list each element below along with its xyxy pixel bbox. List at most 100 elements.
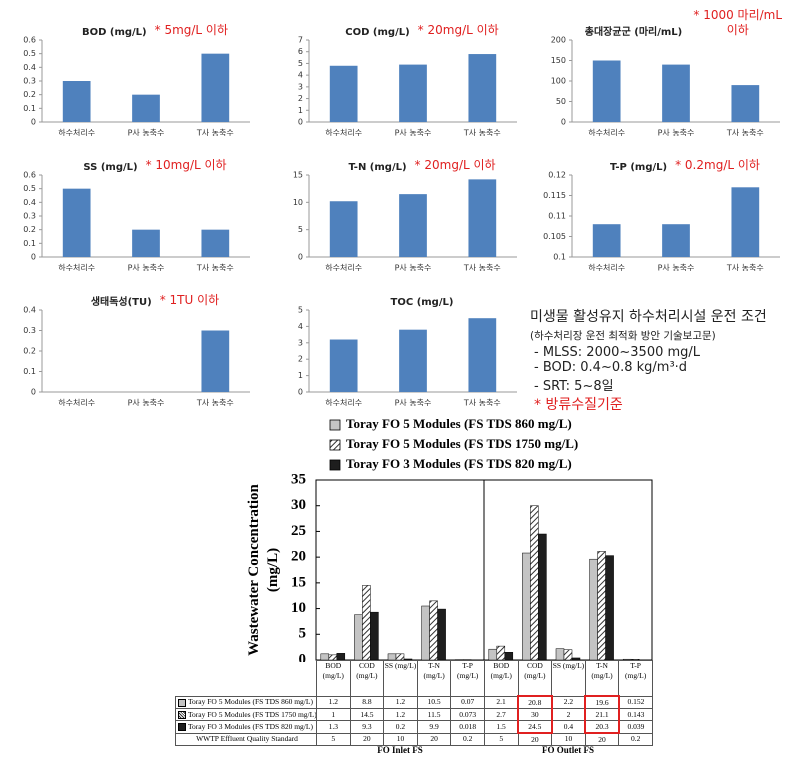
bar xyxy=(555,648,565,661)
x-tick-label: 하수처리수 xyxy=(325,263,362,272)
table-value: 24.5 xyxy=(517,720,553,734)
x-tick-label: T사 농축수 xyxy=(196,264,234,272)
annotation: * 0.2mg/L 이하 xyxy=(675,158,760,172)
table-value: 2.7 xyxy=(483,708,519,721)
row-swatch xyxy=(178,710,186,719)
bar xyxy=(362,585,371,661)
y-tick-label: 0.5 xyxy=(23,184,36,193)
chart-title: T-P (mg/L) xyxy=(610,162,668,173)
group-label: FO Inlet FS xyxy=(377,745,423,755)
row-swatch xyxy=(178,723,186,732)
table-value: 0.07 xyxy=(450,695,485,709)
note-subtitle: (하수처리장 운전 최적화 방안 기술보고문) xyxy=(530,330,716,342)
category-label: SS (mg/L) xyxy=(551,660,586,697)
x-tick-label: T사 농축수 xyxy=(463,399,501,407)
bar xyxy=(336,653,346,661)
y-tick-label: 0.6 xyxy=(23,171,36,180)
chart-header: TOC (mg/L) xyxy=(267,270,527,308)
table-value: 20 xyxy=(416,732,452,746)
y-tick-label: 10 xyxy=(291,600,306,616)
x-tick-label: P사 농축수 xyxy=(658,264,695,272)
table-value: 0.2 xyxy=(618,732,653,746)
y-tick-label: 3 xyxy=(298,338,303,347)
y-tick-label: 0.2 xyxy=(23,90,36,99)
y-tick-label: 6 xyxy=(298,47,303,56)
table-value: 0.2 xyxy=(383,720,418,734)
x-tick-label: P사 농축수 xyxy=(128,399,165,407)
annotation: * 1000 마리/mL 이하 xyxy=(693,8,783,37)
bar xyxy=(662,224,690,257)
y-tick-label: 1 xyxy=(298,371,303,380)
y-tick-label: 0 xyxy=(31,388,36,397)
bar xyxy=(62,188,91,257)
y-tick-label: 0.12 xyxy=(548,171,566,180)
chart-header: COD (mg/L) * 20mg/L 이하 xyxy=(267,0,527,38)
y-axis-title: Wastewater Concentration (mg/L) xyxy=(246,484,281,656)
table-value: 14.5 xyxy=(349,708,385,721)
bar xyxy=(429,600,438,661)
note-item: - BOD: 0.4~0.8 kg/m³·d xyxy=(534,360,688,375)
chart-header: T-P (mg/L) * 0.2mg/L 이하 xyxy=(530,135,789,173)
table-value: 1.2 xyxy=(383,695,418,709)
y-tick-label: 1 xyxy=(298,106,303,115)
chart: 0 0.1 0.2 0.3 0.4 0.5 0.6 하수처리수 P사 농축수 T사 농축수 xyxy=(23,171,250,272)
category-label: SS (mg/L) xyxy=(383,660,418,697)
table-value: 21.1 xyxy=(584,708,620,721)
chart: 0 5 10 15 하수처리수 P사 농축수 T사 농축수 xyxy=(293,171,517,272)
y-tick-label: 30 xyxy=(291,497,306,513)
table-value: 2.1 xyxy=(483,695,519,709)
chart-title: COD (mg/L) xyxy=(345,27,410,38)
chart: Toray FO 5 Modules (FS TDS 860 mg/L) Tora… xyxy=(291,416,653,662)
y-tick-label: 0 xyxy=(298,253,303,262)
y-tick-label: 100 xyxy=(551,77,566,86)
bar xyxy=(370,611,379,661)
bar xyxy=(421,605,430,661)
x-tick-label: 하수처리수 xyxy=(588,263,625,272)
note: 미생물 활성유지 하수처리시설 운전 조건 (하수처리장 운전 최적화 방안 기… xyxy=(530,306,767,414)
y-tick-label: 20 xyxy=(291,549,306,565)
chart: 0.1 0.105 0.11 0.115 0.12 하수처리수 P사 농축수 T사 농축수 xyxy=(543,171,780,272)
bar xyxy=(597,551,606,661)
corner-cell xyxy=(175,660,317,697)
series-row: Toray FO 5 Modules (FS TDS 860 mg/L) 1.2 8… xyxy=(175,695,653,709)
bar xyxy=(62,81,91,122)
table-value: 8.8 xyxy=(349,695,385,709)
table-value: 1.3 xyxy=(316,720,351,734)
row-name: Toray FO 5 Modules (FS TDS 1750 mg/L) xyxy=(188,709,317,719)
table-value: 9.3 xyxy=(349,720,385,734)
category-label: BOD (mg/L) xyxy=(483,660,519,697)
x-tick-label: T사 농축수 xyxy=(463,129,501,137)
y-tick-label: 0.6 xyxy=(23,36,36,45)
x-tick-label: P사 농축수 xyxy=(395,264,432,272)
bar xyxy=(395,653,405,661)
y-tick-label: 0 xyxy=(298,118,303,127)
y-tick-label: 0.4 xyxy=(23,198,36,207)
bar xyxy=(592,60,621,122)
table-value: 9.9 xyxy=(416,720,452,734)
y-tick-label: 0.3 xyxy=(23,77,36,86)
bar xyxy=(504,652,514,661)
chart-header: SS (mg/L) * 10mg/L 이하 xyxy=(0,135,260,173)
table-value: 11.5 xyxy=(416,708,452,721)
x-tick-label: T사 농축수 xyxy=(726,264,764,272)
table-value: 2 xyxy=(551,708,586,721)
legend-label: Toray FO 5 Modules (FS TDS 860 mg/L) xyxy=(346,416,572,431)
row-label: Toray FO 5 Modules (FS TDS 860 mg/L) xyxy=(175,695,317,709)
table-value: 0.4 xyxy=(551,720,586,734)
legend-label: Toray FO 5 Modules (FS TDS 1750 mg/L) xyxy=(346,436,578,451)
bar xyxy=(662,64,690,122)
standard-row: WWTP Effluent Quality Standard 5 20 10 20 0.2… xyxy=(175,732,653,746)
row-label: Toray FO 3 Modules (FS TDS 820 mg/L) xyxy=(175,720,317,734)
bar xyxy=(201,53,230,122)
bar xyxy=(563,649,573,661)
table-value: 5 xyxy=(483,732,519,746)
note-item: - SRT: 5~8일 xyxy=(534,379,614,394)
header-row: BOD (mg/L) COD (mg/L) SS (mg/L) T-N (mg/L) T… xyxy=(175,660,653,697)
bar xyxy=(329,339,358,392)
chart-title: 생태독성(TU) xyxy=(90,297,152,308)
table-value: 19.6 xyxy=(584,695,620,709)
table-value: 1 xyxy=(316,708,351,721)
table-value: 0.018 xyxy=(450,720,485,734)
bar xyxy=(468,54,497,122)
y-tick-label: 50 xyxy=(556,97,566,106)
